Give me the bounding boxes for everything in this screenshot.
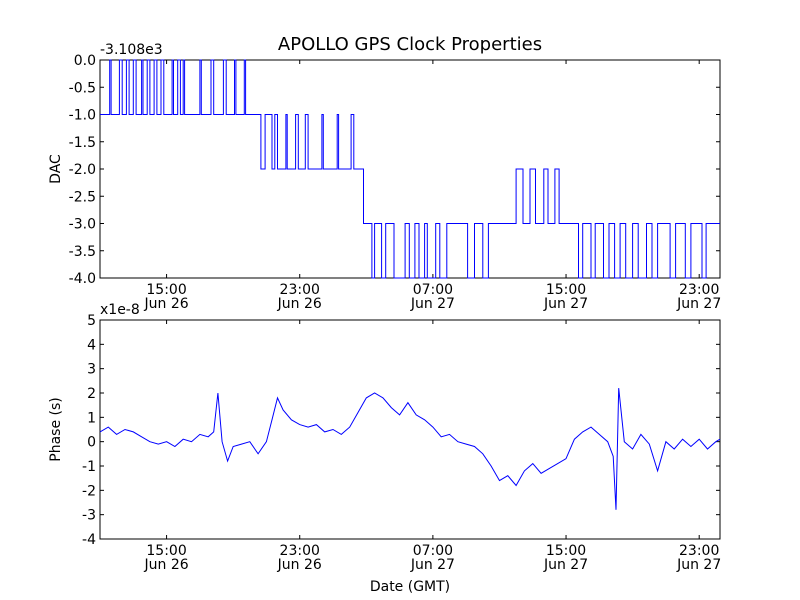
x-tick-label-date: Jun 27	[410, 557, 455, 573]
x-tick-label-date: Jun 27	[676, 296, 721, 312]
chart-title: APOLLO GPS Clock Properties	[278, 34, 542, 55]
y-tick-label: 5	[87, 313, 96, 329]
x-tick-label-date: Jun 26	[144, 296, 189, 312]
y-tick-label: -1.0	[69, 108, 96, 124]
y-tick-label: 2	[87, 386, 96, 402]
x-tick-label-date: Jun 27	[676, 557, 721, 573]
dac-panel: 0.0 -0.5 -1.0 -1.5 -2.0 -2.5 -3.0 -3.5 -4.0 15:00…	[48, 42, 721, 312]
x-tick-label-time: 23:00	[280, 543, 320, 559]
y-tick-label: -1.5	[69, 135, 96, 151]
y-tick-label: 0	[87, 435, 96, 451]
x-tick-label-time: 23:00	[679, 543, 719, 559]
y-tick-label: -2.0	[69, 162, 96, 178]
y-tick-label: -3.0	[69, 217, 96, 233]
y-tick-label: -3	[82, 508, 96, 524]
y-tick-label: 4	[87, 337, 96, 353]
y-tick-label: 1	[87, 410, 96, 426]
x-tick-label-date: Jun 27	[410, 296, 455, 312]
dac-series-line	[100, 59, 720, 279]
y-axis-label: DAC	[48, 154, 64, 184]
x-tick-label-time: 07:00	[413, 543, 453, 559]
x-tick-label-time: 15:00	[146, 282, 186, 298]
y-tick-label: 3	[87, 362, 96, 378]
x-tick-label-time: 23:00	[280, 282, 320, 298]
y-tick-label: -2.5	[69, 189, 96, 205]
y-tick-label: -1	[82, 459, 96, 475]
x-tick-label-date: Jun 26	[277, 557, 322, 573]
y-tick-label: 0.0	[74, 53, 96, 69]
axis-offset-label: -3.108e3	[100, 42, 163, 58]
x-tick-label-time: 07:00	[413, 282, 453, 298]
x-tick-label-time: 15:00	[146, 543, 186, 559]
y-tick-label: -2	[82, 483, 96, 499]
x-tick-label-time: 15:00	[546, 543, 586, 559]
x-tick-label-date: Jun 26	[144, 557, 189, 573]
x-tick-label-date: Jun 26	[277, 296, 322, 312]
y-tick-label: -3.5	[69, 244, 96, 260]
x-tick-label-time: 23:00	[679, 282, 719, 298]
x-tick-label-time: 15:00	[546, 282, 586, 298]
axes-frame	[99, 319, 721, 540]
y-tick-label: -4.0	[69, 271, 96, 287]
phase-series-line	[99, 388, 721, 510]
y-axis-label: Phase (s)	[48, 397, 64, 461]
x-tick-label-date: Jun 27	[543, 557, 588, 573]
y-tick-label: -0.5	[69, 80, 96, 96]
y-tick-label: -4	[82, 532, 96, 548]
x-tick-label-date: Jun 27	[543, 296, 588, 312]
axis-offset-label: x1e-8	[100, 302, 140, 318]
x-axis-label: Date (GMT)	[370, 579, 450, 595]
